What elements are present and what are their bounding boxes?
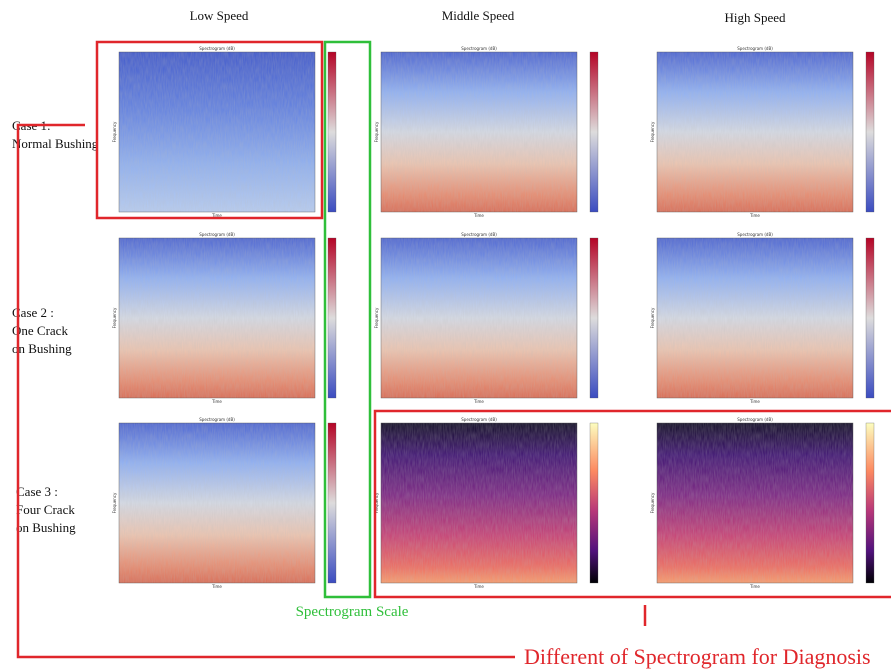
y-axis-label: Frequency (112, 121, 117, 142)
case-label: on Bushing (16, 520, 76, 535)
panel-title: Spectrogram (dB) (461, 46, 497, 51)
spectrogram-texture (657, 52, 853, 212)
column-header: High Speed (724, 10, 786, 25)
x-axis-label: Time (749, 399, 760, 404)
colorbar (866, 238, 874, 398)
spectrogram-panel: Spectrogram (dB) Time Frequency (112, 232, 336, 404)
spectrogram-texture (657, 423, 853, 583)
y-axis-label: Frequency (650, 307, 655, 328)
column-header: Low Speed (190, 8, 249, 23)
column-header: Middle Speed (442, 8, 515, 23)
case-label: One Crack (12, 323, 68, 338)
diagnosis-annotation: Different of Spectrogram for Diagnosis (524, 644, 871, 669)
y-axis-label: Frequency (650, 121, 655, 142)
panel-title: Spectrogram (dB) (737, 417, 773, 422)
x-axis-label: Time (473, 584, 484, 589)
x-axis-label: Time (749, 584, 760, 589)
spectrogram-texture (657, 238, 853, 398)
spectrogram-panel: Spectrogram (dB) Time Frequency (650, 232, 874, 404)
scale-annotation: Spectrogram Scale (296, 604, 409, 620)
x-axis-label: Time (749, 213, 760, 218)
spectrogram-panel: Spectrogram (dB) Time Frequency (374, 232, 598, 404)
y-axis-label: Frequency (374, 121, 379, 142)
y-axis-label: Frequency (650, 492, 655, 513)
colorbar (328, 238, 336, 398)
case-label: on Bushing (12, 341, 72, 356)
y-axis-label: Frequency (374, 307, 379, 328)
x-axis-label: Time (473, 399, 484, 404)
panel-title: Spectrogram (dB) (737, 46, 773, 51)
y-axis-label: Frequency (112, 492, 117, 513)
x-axis-label: Time (473, 213, 484, 218)
panel-title: Spectrogram (dB) (199, 232, 235, 237)
spectrogram-texture (381, 52, 577, 212)
colorbar (866, 52, 874, 212)
panel-title: Spectrogram (dB) (199, 417, 235, 422)
case-label: Case 3 : (16, 484, 58, 499)
x-axis-label: Time (211, 399, 222, 404)
spectrogram-panel: Spectrogram (dB) Time Frequency (650, 417, 874, 589)
spectrogram-panel: Spectrogram (dB) Time Frequency (374, 46, 598, 218)
colorbar (328, 52, 336, 212)
colorbar (590, 52, 598, 212)
spectrogram-texture (381, 423, 577, 583)
x-axis-label: Time (211, 584, 222, 589)
spectrogram-texture (381, 238, 577, 398)
case-label: Normal Bushing (12, 136, 99, 151)
spectrogram-panel: Spectrogram (dB) Time Frequency (650, 46, 874, 218)
panel-title: Spectrogram (dB) (461, 417, 497, 422)
spectrogram-panel: Spectrogram (dB) Time Frequency (112, 417, 336, 589)
colorbar (590, 423, 598, 583)
panel-title: Spectrogram (dB) (199, 46, 235, 51)
case-label: Four Crack (16, 502, 75, 517)
panel-title: Spectrogram (dB) (461, 232, 497, 237)
spectrogram-texture (119, 423, 315, 583)
y-axis-label: Frequency (112, 307, 117, 328)
spectrogram-texture (119, 52, 315, 212)
colorbar (590, 238, 598, 398)
colorbar (866, 423, 874, 583)
colorbar (328, 423, 336, 583)
panel-title: Spectrogram (dB) (737, 232, 773, 237)
figure: Case 1:Normal BushingSpectrogram (dB)Tim… (0, 0, 891, 669)
spectrogram-texture (119, 238, 315, 398)
